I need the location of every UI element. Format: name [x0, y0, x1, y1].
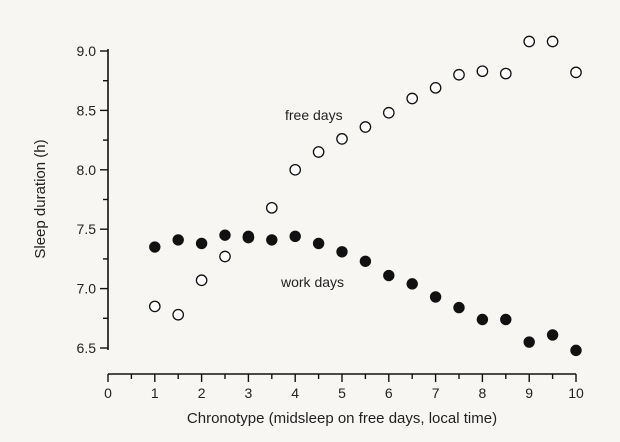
work-days-point — [219, 229, 231, 241]
y-tick-label: 8.0 — [77, 162, 97, 178]
work-days-point — [336, 246, 348, 258]
work-days-point — [195, 237, 208, 250]
series-label-free-days: free days — [285, 107, 343, 123]
x-tick-label: 0 — [104, 385, 112, 401]
free-days-point — [382, 106, 395, 119]
x-tick-label: 8 — [479, 385, 487, 401]
work-days-point — [570, 344, 582, 357]
free-days-point — [453, 68, 465, 81]
y-tick-label: 7.0 — [77, 281, 97, 297]
free-days-point — [312, 146, 325, 158]
work-days-point — [359, 255, 372, 267]
free-days-point — [499, 67, 512, 80]
x-tick-label: 4 — [291, 385, 299, 401]
work-days-point — [429, 291, 442, 303]
work-days-point — [500, 313, 512, 326]
free-days-point — [195, 274, 208, 287]
series-label-work-days: work days — [280, 274, 344, 290]
x-tick-label: 2 — [198, 385, 206, 401]
free-days-point — [219, 250, 231, 263]
ticks: 0 1 2 3 4 5 6 7 8 9 10 6.5 7.0 7.5 8.0 8.5 9.0 — [77, 43, 584, 401]
free-days-point — [172, 308, 185, 321]
free-days-point — [336, 133, 348, 145]
free-days-point — [570, 66, 582, 79]
work-days-point — [546, 329, 559, 341]
free-days-point — [546, 35, 559, 48]
axes — [107, 49, 576, 375]
work-days-point — [172, 234, 184, 246]
x-axis-title: Chronotype (midsleep on free days, local… — [187, 410, 497, 427]
x-tick-label: 1 — [151, 385, 159, 401]
x-tick-label: 7 — [432, 385, 440, 401]
free-days-point — [406, 92, 419, 105]
work-days-point — [312, 237, 325, 250]
free-days-point — [265, 201, 278, 214]
work-days-point — [266, 234, 278, 246]
free-days-point — [359, 121, 372, 133]
y-tick-label: 7.5 — [77, 221, 97, 237]
work-days-point — [149, 241, 161, 253]
work-days-point — [523, 336, 535, 348]
x-tick-label: 3 — [245, 385, 253, 401]
y-tick-label: 9.0 — [77, 43, 97, 59]
work-days-point — [406, 278, 418, 290]
y-tick-label: 8.5 — [77, 102, 97, 118]
x-tick-label: 10 — [568, 385, 584, 401]
marks — [148, 35, 582, 357]
x-tick-label: 5 — [338, 385, 346, 401]
x-tick-label: 6 — [385, 385, 393, 401]
free-days-point — [148, 300, 161, 313]
work-days-point — [289, 230, 301, 243]
work-days-point — [383, 269, 395, 282]
y-tick-label: 6.5 — [77, 340, 97, 356]
free-days-point — [523, 35, 536, 48]
free-days-point — [289, 163, 302, 176]
x-tick-label: 9 — [525, 385, 533, 401]
free-days-point — [476, 65, 489, 78]
y-axis-title: Sleep duration (h) — [32, 139, 49, 258]
work-days-point — [242, 230, 255, 243]
work-days-point — [453, 301, 465, 314]
work-days-point — [476, 313, 489, 326]
free-days-point — [429, 81, 442, 94]
